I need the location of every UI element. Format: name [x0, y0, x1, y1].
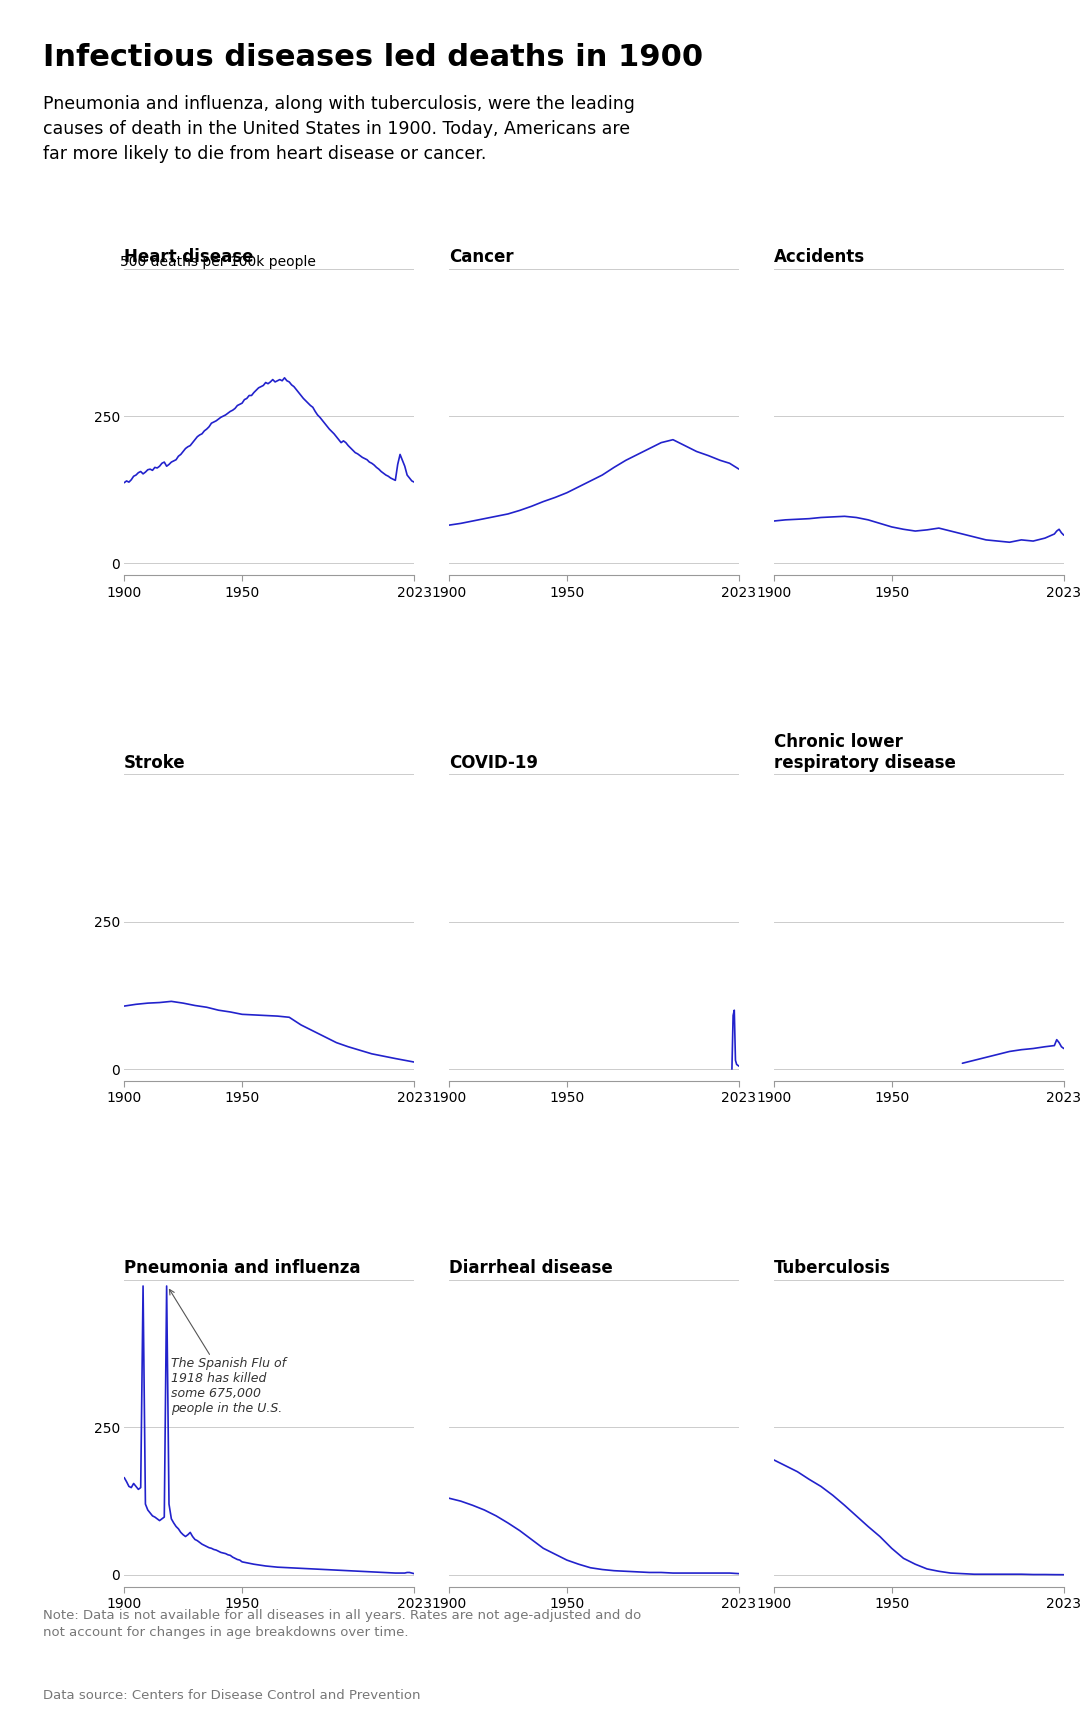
Text: Chronic lower
respiratory disease: Chronic lower respiratory disease	[773, 733, 956, 772]
Text: Heart disease: Heart disease	[124, 248, 254, 265]
Text: 500 deaths per 100k people: 500 deaths per 100k people	[120, 255, 315, 269]
Text: Note: Data is not available for all diseases in all years. Rates are not age-adj: Note: Data is not available for all dise…	[43, 1609, 642, 1639]
Text: Tuberculosis: Tuberculosis	[773, 1259, 891, 1278]
Text: Stroke: Stroke	[124, 754, 186, 772]
Text: Cancer: Cancer	[449, 248, 514, 265]
Text: Diarrheal disease: Diarrheal disease	[449, 1259, 612, 1278]
Text: Pneumonia and influenza: Pneumonia and influenza	[124, 1259, 361, 1278]
Text: Infectious diseases led deaths in 1900: Infectious diseases led deaths in 1900	[43, 43, 703, 73]
Text: COVID-19: COVID-19	[449, 754, 538, 772]
Text: Accidents: Accidents	[773, 248, 865, 265]
Text: The Spanish Flu of
1918 has killed
some 675,000
people in the U.S.: The Spanish Flu of 1918 has killed some …	[170, 1290, 286, 1415]
Text: Data source: Centers for Disease Control and Prevention: Data source: Centers for Disease Control…	[43, 1689, 421, 1701]
Text: Pneumonia and influenza, along with tuberculosis, were the leading
causes of dea: Pneumonia and influenza, along with tube…	[43, 95, 635, 163]
